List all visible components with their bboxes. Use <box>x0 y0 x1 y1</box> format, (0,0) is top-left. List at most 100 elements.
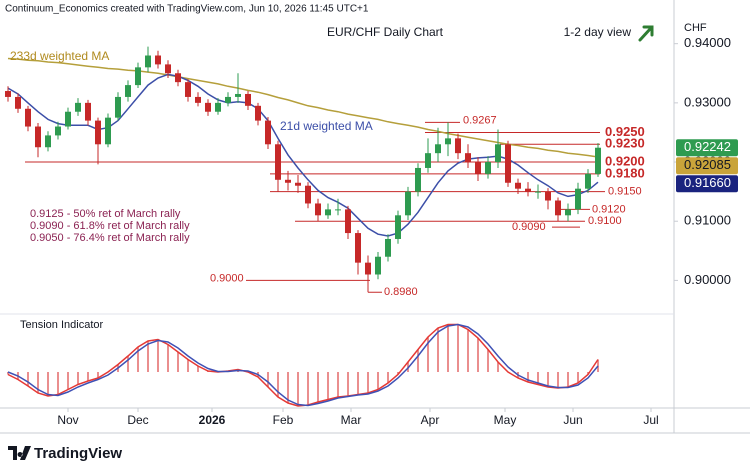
tension-bar <box>347 372 349 396</box>
tension-bar <box>297 372 299 406</box>
x-tick-label: Jul <box>643 413 658 427</box>
tension-bar <box>577 372 579 383</box>
tension-bar <box>187 359 189 372</box>
candle-body <box>365 262 371 275</box>
candle-body <box>135 67 141 86</box>
candle-body <box>205 102 211 112</box>
candle-body <box>255 105 261 121</box>
tension-bar <box>197 366 199 372</box>
candle-body <box>515 182 521 189</box>
candle-body <box>145 55 151 68</box>
candle-body <box>185 82 191 97</box>
candle-body <box>575 188 581 210</box>
view-label: 1-2 day view <box>564 25 632 39</box>
level-label: 0.8980 <box>384 286 418 298</box>
price-box-label: 0.92085 <box>684 157 731 172</box>
price-box <box>676 157 738 175</box>
candle-body <box>105 117 111 145</box>
tension-bar <box>457 324 459 372</box>
price-box <box>676 139 738 157</box>
candle-body <box>175 73 181 83</box>
candle-body <box>285 179 291 183</box>
tension-bar <box>27 372 29 386</box>
tension-bar <box>307 372 309 405</box>
candle-body <box>385 238 391 257</box>
candle-body <box>55 126 61 136</box>
candle-body <box>325 209 331 216</box>
tension-bar <box>447 324 449 372</box>
candle-body <box>585 173 591 189</box>
level-label: 0.9000 <box>210 272 244 284</box>
candle-body <box>355 233 361 263</box>
candle-body <box>405 191 411 216</box>
tension-bar <box>37 372 39 393</box>
price-box <box>676 175 738 193</box>
candle-body <box>265 120 271 145</box>
tension-title: Tension Indicator <box>20 319 103 331</box>
logo-mark <box>8 446 31 460</box>
candle-body <box>415 167 421 192</box>
tension-bar <box>137 347 139 372</box>
candle-body <box>75 102 81 112</box>
tension-bar <box>597 359 599 372</box>
brand-logo <box>8 446 31 460</box>
candle-body <box>485 162 491 174</box>
candle-body <box>465 153 471 163</box>
tension-bar <box>467 329 469 372</box>
tension-bar <box>317 372 319 402</box>
candle-body <box>275 144 281 180</box>
candle-body <box>375 256 381 275</box>
level-label: 0.9100 <box>588 215 622 227</box>
x-tick-label: May <box>494 413 517 427</box>
ma-line <box>7 57 599 158</box>
level-label: 0.9250 <box>605 124 645 139</box>
candle-body <box>435 144 441 154</box>
tension-bar <box>77 372 79 385</box>
candle-body <box>25 108 31 127</box>
tension-bar <box>47 372 49 396</box>
candle-body <box>165 64 171 74</box>
candle-body <box>555 200 561 216</box>
tension-bar <box>7 372 9 375</box>
tension-bar <box>427 337 429 372</box>
candle-body <box>535 191 541 193</box>
candle-body <box>85 102 91 121</box>
candle-body <box>45 135 51 148</box>
ma-label: 21d weighted MA <box>280 119 373 133</box>
candle-body <box>505 144 511 183</box>
level-label: 0.9090 <box>512 221 546 233</box>
tension-bar <box>167 344 169 372</box>
tension-bar <box>147 341 149 372</box>
candle-body <box>345 209 351 234</box>
candle-body <box>425 153 431 168</box>
tension-bar <box>127 356 129 372</box>
candle-body <box>495 144 501 163</box>
tension-bar <box>67 372 69 390</box>
y-tick-label: 0.93000 <box>684 94 731 109</box>
tension-bar <box>377 372 379 390</box>
tension-bar <box>177 352 179 372</box>
y-tick-label: 0.90000 <box>684 272 731 287</box>
currency: CHF <box>684 22 707 34</box>
tension-bar <box>387 372 389 383</box>
candle-body <box>445 138 451 145</box>
x-tick-label: Nov <box>57 413 78 427</box>
candle-body <box>225 96 231 103</box>
candle-body <box>545 191 551 201</box>
candle-body <box>395 215 401 239</box>
candle-body <box>595 147 601 174</box>
candle-body <box>315 203 321 216</box>
level-label: 0.9267 <box>463 114 497 126</box>
candle-body <box>335 209 341 211</box>
tension-bar <box>367 372 369 393</box>
tension-bar <box>527 372 529 382</box>
candle-body <box>35 126 41 148</box>
level-label: 0.9200 <box>605 153 645 168</box>
candle-body <box>305 185 311 204</box>
candle-body <box>115 96 121 118</box>
note: 0.9050 - 76.4% ret of March rally <box>30 232 190 244</box>
tension-bar <box>357 372 359 395</box>
candle-body <box>95 120 101 145</box>
x-tick-label: Apr <box>421 413 440 427</box>
tension-bar <box>567 372 569 387</box>
